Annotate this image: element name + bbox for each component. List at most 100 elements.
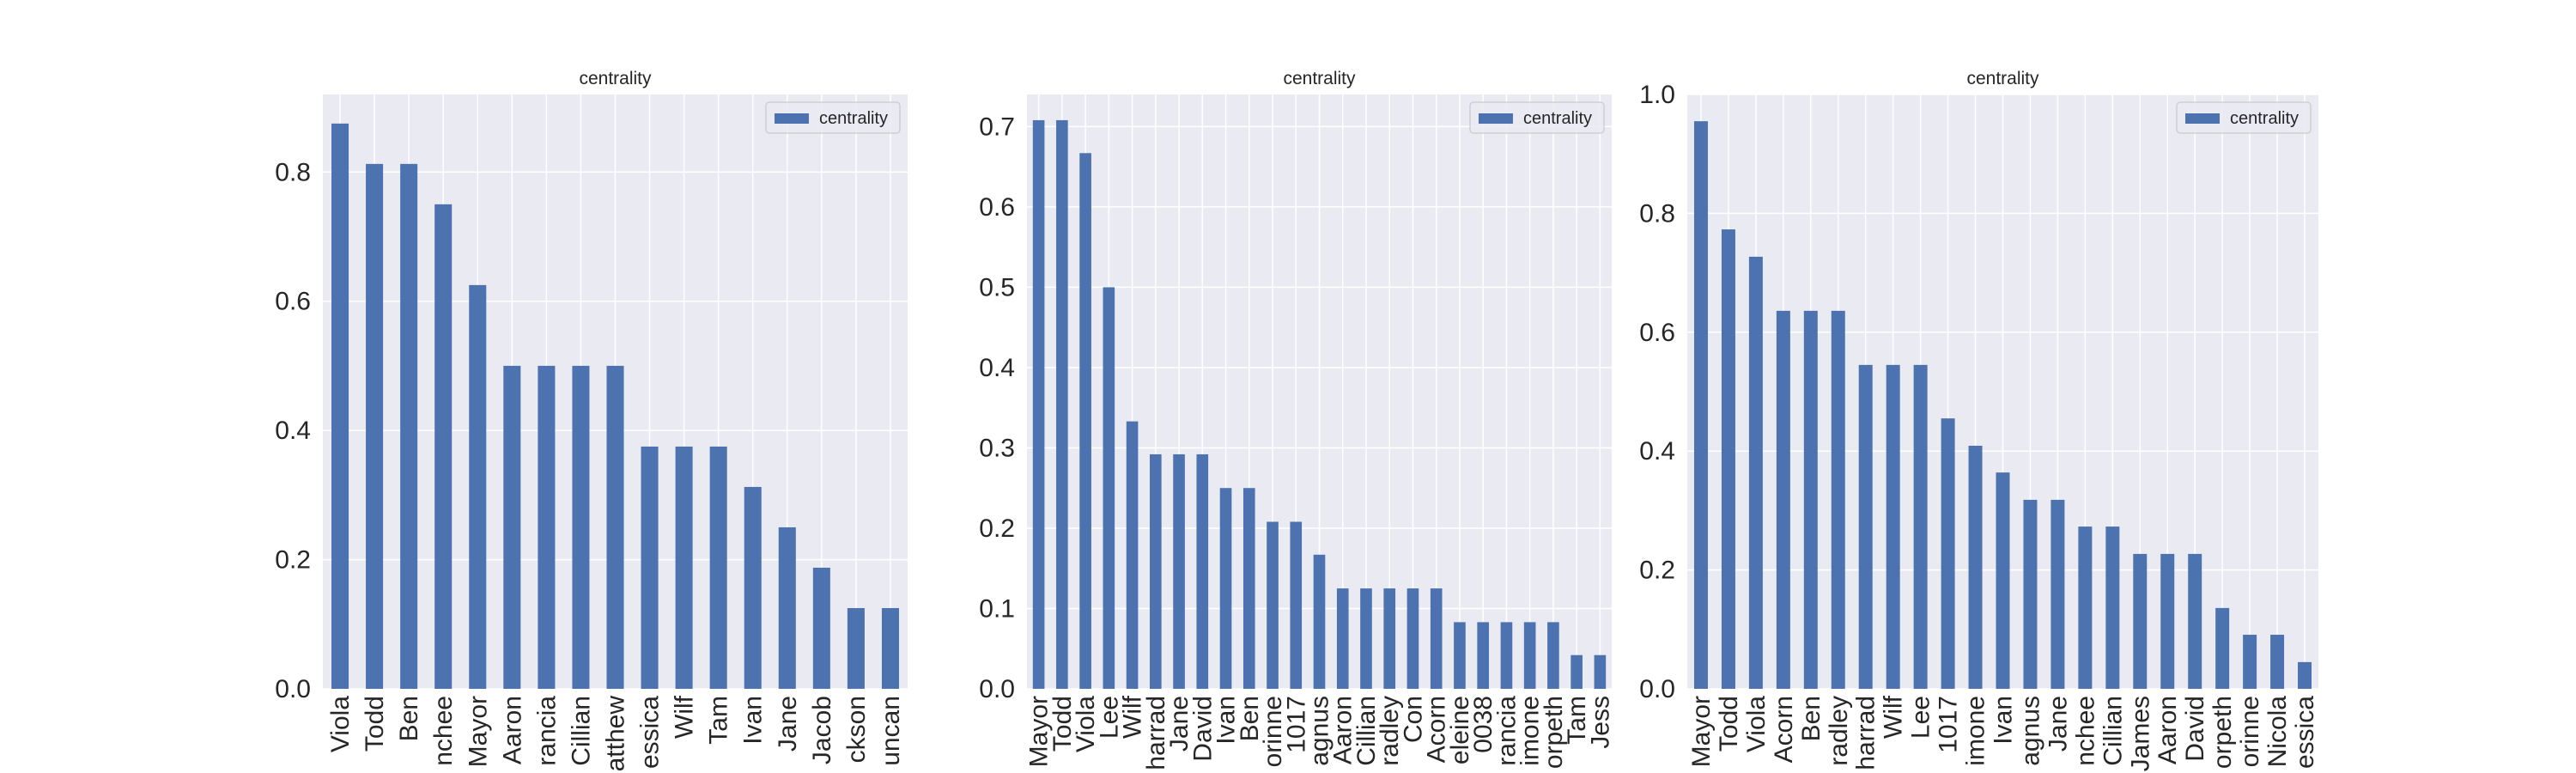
bar-jane [778, 526, 796, 689]
y-tick-label: 1.0 [1639, 81, 1675, 109]
x-tick-label: eleine [1446, 696, 1474, 764]
x-tick-label: Lee [1907, 696, 1935, 739]
x-tick-label: Todd [1048, 696, 1077, 752]
x-tick-label: orinne [1259, 696, 1287, 767]
bar-wilf [1126, 421, 1139, 689]
bar-bradley [1831, 310, 1845, 689]
x-tick-label: David [1188, 696, 1217, 762]
x-tick-label: Mayor [1025, 696, 1054, 767]
x-tick-label: Acorn [1423, 696, 1451, 763]
x-tick-label: Cillian [567, 696, 595, 766]
chart-title: centrality [579, 69, 652, 88]
x-tick-label: nchee [2071, 696, 2099, 766]
bar-james [2133, 553, 2148, 689]
y-tick-label: 0.3 [979, 434, 1015, 462]
bar-viola [331, 123, 349, 689]
y-tick-label: 0.4 [275, 417, 311, 445]
y-tick-label: 0.2 [1639, 557, 1675, 585]
y-tick-label: 0.0 [979, 675, 1015, 703]
x-tick-label: essica [636, 696, 665, 769]
bar-morpeth [2215, 607, 2230, 689]
bar-cillian [2105, 526, 2120, 689]
x-tick-label: Jane [2044, 696, 2072, 752]
bar-viola [1748, 256, 1763, 689]
x-tick-label: Ivan [1990, 696, 2018, 745]
chart-panel-3: 0.0 0.2 0.4 0.6 0.8 1.0 MayorToddViolaAcornBen… [1639, 69, 2319, 771]
x-tick-label: Mayor [464, 696, 492, 767]
x-tick-label: harrad [1852, 696, 1880, 770]
bar-wilf [675, 446, 693, 689]
legend-label: centrality [819, 109, 888, 128]
chart-title: centrality [1283, 69, 1356, 88]
bar-jessica [641, 446, 659, 689]
bar-0038 [1477, 622, 1489, 689]
x-tick-label: 0038 [1469, 696, 1498, 753]
bar-corinne [2243, 635, 2257, 689]
x-tick-label: Jane [1165, 696, 1194, 752]
bar-matthew [606, 365, 624, 689]
y-tick-label: 0.2 [275, 546, 311, 575]
bar-viola [1079, 153, 1091, 689]
bar-david [1196, 453, 1209, 689]
legend: centrality [765, 101, 901, 134]
y-tick-label: 0.2 [979, 514, 1015, 543]
bar-magnus [1313, 554, 1326, 689]
y-tick-label: 0.6 [1639, 319, 1675, 347]
x-tick-label: Lee [1095, 696, 1123, 739]
bar-simone [1523, 622, 1536, 689]
bar-1017 [1290, 521, 1303, 689]
bar-con [1406, 588, 1419, 689]
bar-manchee [2078, 526, 2093, 689]
legend-box [765, 101, 901, 134]
bar-tam [1571, 654, 1583, 689]
bar-acorn [1430, 588, 1443, 689]
bar-ivan [1219, 488, 1232, 689]
bar-david [2188, 553, 2202, 689]
legend-box [2176, 101, 2312, 134]
bar-magnus [2023, 499, 2038, 689]
bar-duncan [881, 607, 899, 689]
x-tick-label: Tam [1563, 696, 1591, 745]
legend-box [1469, 101, 1605, 134]
bar-lee [1913, 364, 1928, 689]
bar-acorn [1776, 310, 1790, 689]
x-tick-label: Cillian [2099, 696, 2127, 766]
bar-jess [1594, 654, 1607, 689]
bar-jessica [2298, 661, 2312, 689]
x-tick-label: David [2181, 696, 2209, 762]
x-tick-label: 1017 [1935, 696, 1963, 753]
x-tick-label: Ivan [739, 696, 768, 745]
x-tick-label: agnus [2016, 696, 2044, 766]
x-tick-label: Ben [395, 696, 423, 741]
bar-ben [1803, 310, 1818, 689]
bar-jane [2050, 499, 2065, 689]
bar-ivan [1996, 472, 2010, 689]
legend: centrality [2176, 101, 2312, 134]
x-tick-label: Aaron [1329, 696, 1358, 764]
x-tick-label: Cillian [1352, 696, 1381, 766]
legend-label: centrality [2230, 109, 2299, 128]
y-tick-label: 0.8 [1639, 199, 1675, 228]
bar-madeleine [1454, 622, 1466, 689]
x-tick-label: Viola [1742, 696, 1771, 752]
x-tick-label: harrad [1142, 696, 1170, 770]
bar-corinne [1267, 521, 1279, 689]
bar-mayor [1693, 121, 1708, 689]
x-tick-label: orpeth [2208, 696, 2237, 769]
x-tick-label: Viola [1072, 696, 1100, 752]
x-tick-label: imone [1962, 696, 1990, 766]
x-tick-label: nchee [429, 696, 458, 766]
bar-cillian [1360, 588, 1372, 689]
bar-simone [1968, 445, 1983, 689]
bar-mayor [1032, 119, 1045, 690]
bar-ben [400, 163, 418, 689]
x-tick-label: Con [1399, 696, 1427, 743]
x-tick-label: Ben [1797, 696, 1826, 741]
bar-ivan [744, 486, 762, 689]
x-tick-label: Todd [361, 696, 389, 752]
bar-manchee [434, 204, 453, 689]
y-tick-label: 0.6 [979, 193, 1015, 222]
y-tick-label: 0.6 [275, 288, 311, 316]
x-tick-label: Wilf [1119, 695, 1147, 739]
bar-sharrad [1858, 364, 1873, 689]
